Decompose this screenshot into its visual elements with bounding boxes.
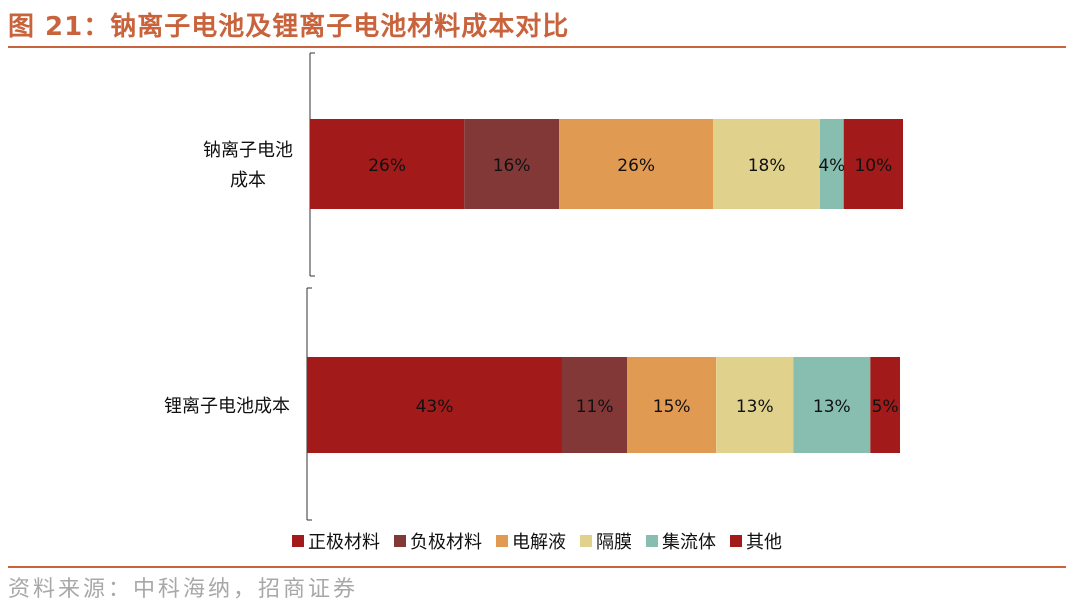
legend-item: 隔膜	[580, 528, 632, 554]
legend-label: 隔膜	[596, 532, 632, 553]
data-label: 15%	[653, 397, 691, 417]
legend-swatch	[646, 535, 658, 547]
legend-item: 正极材料	[292, 528, 380, 554]
data-label: 13%	[736, 397, 774, 417]
legend-label: 其他	[746, 532, 782, 553]
legend-item: 其他	[730, 528, 782, 554]
bar-segment	[843, 119, 903, 209]
data-label: 18%	[748, 156, 786, 176]
legend-label: 负极材料	[410, 532, 482, 553]
legend-label: 正极材料	[308, 532, 380, 553]
legend-label: 电解液	[512, 532, 566, 553]
legend-item: 集流体	[646, 528, 716, 554]
footer-rule	[8, 566, 1066, 568]
source-note: 资料来源：中科海纳，招商证券	[8, 577, 359, 602]
chart-legend: 正极材料 负极材料 电解液 隔膜 集流体 其他	[292, 528, 796, 554]
bar-segment	[307, 357, 562, 453]
bar-segment	[716, 357, 794, 453]
legend-item: 电解液	[496, 528, 566, 554]
data-label: 26%	[617, 156, 655, 176]
bar-segment	[464, 119, 560, 209]
bar-segment	[627, 357, 717, 453]
category-label: 钠离子电池	[203, 140, 293, 161]
bar-segment	[713, 119, 820, 209]
data-label: 13%	[813, 397, 851, 417]
bar-segment	[870, 357, 900, 453]
data-label: 26%	[368, 156, 406, 176]
legend-swatch	[496, 535, 508, 547]
bar-segment	[561, 357, 628, 453]
legend-item: 负极材料	[394, 528, 482, 554]
bar-segment	[310, 119, 465, 209]
figure-title: 图 21：钠离子电池及锂离子电池材料成本对比	[8, 12, 570, 42]
bar-segment	[819, 119, 844, 209]
legend-label: 集流体	[662, 532, 716, 553]
title-rule	[8, 46, 1066, 48]
data-label: 16%	[493, 156, 531, 176]
data-label: 10%	[854, 156, 892, 176]
data-label: 4%	[818, 156, 845, 176]
category-label: 成本	[230, 170, 266, 191]
category-label: 锂离子电池成本	[164, 396, 290, 417]
bar-segment	[559, 119, 714, 209]
legend-swatch	[394, 535, 406, 547]
data-label: 43%	[416, 397, 454, 417]
data-label: 5%	[872, 397, 899, 417]
legend-swatch	[580, 535, 592, 547]
legend-swatch	[292, 535, 304, 547]
legend-swatch	[730, 535, 742, 547]
bar-segment	[793, 357, 871, 453]
data-label: 11%	[576, 397, 614, 417]
